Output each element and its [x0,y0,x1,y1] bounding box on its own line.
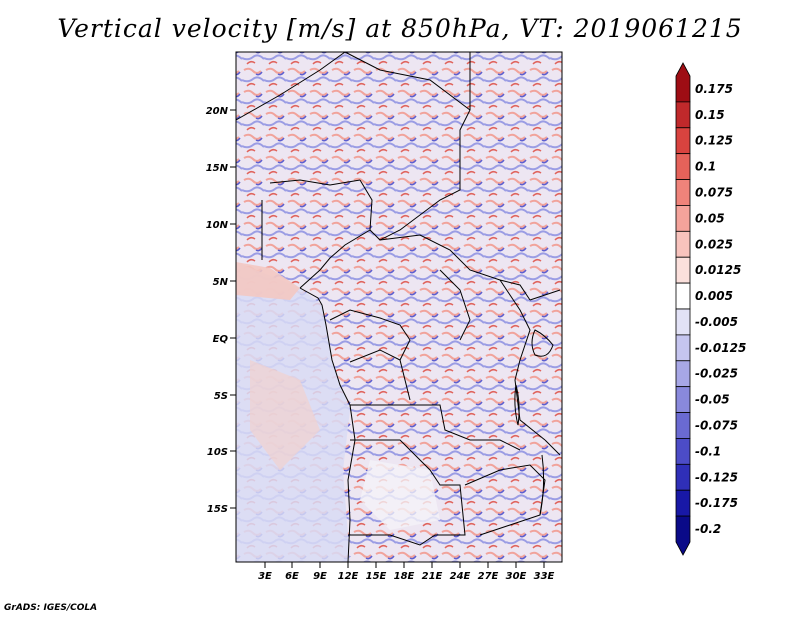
lon-tick: 27E [478,562,499,582]
lon-tick-label: 18E [394,571,415,582]
lat-axis: 20N 15N 10N 5N EQ 5S 10S 15S [206,106,236,515]
colorbar-label: 0.075 [695,186,733,200]
lon-tick-label: 24E [450,571,471,582]
colorbar-label: -0.0125 [695,341,746,355]
lat-tick: 10S [207,447,236,458]
colorbar-label: 0.1 [695,160,716,174]
colorbar-swatch [675,386,691,413]
lon-tick: 33E [534,562,555,582]
map-frame [235,51,563,563]
lat-tick-label: 5N [213,277,229,288]
colorbar-label: -0.025 [695,367,738,381]
colorbar-label: -0.005 [695,315,738,329]
colorbar-label: 0.005 [695,289,733,303]
colorbar-swatch [675,153,691,180]
credit-label: GrADS: IGES/COLA [4,603,98,613]
lat-tick: 20N [206,106,236,117]
lon-tick-label: 3E [258,571,272,582]
lake-victoria [531,329,554,357]
colorbar-label: -0.2 [695,522,721,536]
lake-tanganyika [514,384,520,426]
lat-tick: 5N [213,277,236,288]
colorbar-swatch [675,489,691,517]
colorbar-swatch [675,101,691,129]
lon-tick-label: 27E [478,571,499,582]
colorbar-label: -0.175 [695,496,738,510]
colorbar-label: -0.05 [695,393,730,407]
lon-tick: 15E [366,562,387,582]
colorbar-swatch [675,334,691,362]
colorbar-swatch [675,412,691,439]
map-panel [235,51,563,563]
lon-tick: 9E [313,562,327,582]
colorbar-label: -0.1 [695,444,721,458]
colorbar-swatch [675,62,691,103]
colorbar-label: 0.125 [695,134,733,148]
lon-tick: 21E [422,562,443,582]
lat-tick: EQ [213,334,236,345]
lat-tick: 15N [206,163,236,174]
colorbar-swatch [675,230,691,258]
lat-tick-label: 15N [206,163,229,174]
colorbar-label: -0.125 [695,470,738,484]
lon-tick: 6E [285,562,299,582]
colorbar-swatch [675,256,691,284]
colorbar-label: 0.0125 [695,263,741,277]
lon-tick-label: 33E [534,571,555,582]
lon-tick-label: 21E [422,571,443,582]
country-borders [235,51,561,563]
lon-tick: 24E [450,562,471,582]
colorbar-swatch [675,438,691,465]
lon-tick: 12E [338,562,359,582]
lat-tick-label: EQ [213,334,229,345]
colorbar-label: 0.175 [695,82,733,96]
colorbar-swatch [675,127,691,155]
lon-tick-label: 30E [506,571,527,582]
lat-tick-label: 15S [207,504,228,515]
colorbar-swatch [675,463,691,491]
colorbar-label: 0.15 [695,108,725,122]
colorbar-swatch [675,205,691,232]
lat-tick: 15S [207,504,236,515]
colorbar-label: -0.075 [695,419,738,433]
colorbar-label: 0.025 [695,237,733,251]
colorbar-swatch [675,360,691,388]
lat-tick-label: 10S [207,447,228,458]
lat-tick-label: 5S [214,391,228,402]
colorbar-swatch [675,282,691,310]
plot-title: Vertical velocity [m/s] at 850hPa, VT: 2… [57,14,743,43]
lat-tick: 10N [206,220,236,231]
lon-axis: 3E 6E 9E 12E 15E 18E 21E 24E 27E 30E 33E [258,562,555,582]
lon-tick-label: 6E [285,571,299,582]
lon-tick: 3E [258,562,272,582]
lat-tick: 5S [214,391,236,402]
land-neutral-patch [360,460,440,530]
colorbar-swatch [675,308,691,336]
lon-tick-label: 12E [338,571,359,582]
lon-tick-label: 9E [313,571,327,582]
colorbar-label: 0.05 [695,211,725,225]
colorbar-swatch [675,515,691,556]
colorbar-swatch [675,179,691,206]
lon-tick: 30E [506,562,527,582]
lat-tick-label: 20N [206,106,229,117]
ocean-warm-patch [236,262,300,300]
lon-tick: 18E [394,562,415,582]
lake-malawi [539,454,545,516]
lon-tick-label: 15E [366,571,387,582]
colorbar: 0.175 0.15 0.125 0.1 0.075 0.05 0.025 0.0125 0.0… [675,62,746,556]
lat-tick-label: 10N [206,220,229,231]
ocean-warm-patch-2 [250,360,320,470]
